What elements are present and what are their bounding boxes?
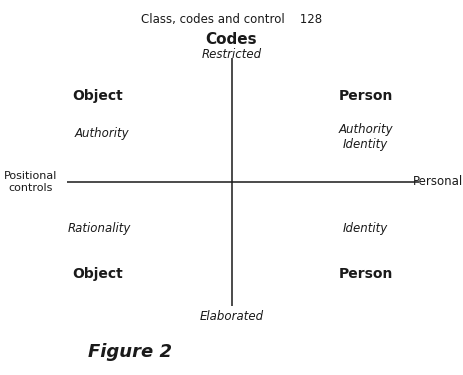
Text: Elaborated: Elaborated <box>200 310 263 323</box>
Text: Object: Object <box>72 88 123 103</box>
Text: Object: Object <box>72 267 123 281</box>
Text: Restricted: Restricted <box>201 48 262 61</box>
Text: Authority
Identity: Authority Identity <box>338 123 393 151</box>
Text: Authority: Authority <box>75 127 129 140</box>
Text: Identity: Identity <box>343 222 388 235</box>
Text: Rationality: Rationality <box>68 222 131 235</box>
Text: Person: Person <box>338 88 393 103</box>
Text: Person: Person <box>338 267 393 281</box>
Text: Figure 2: Figure 2 <box>88 343 172 361</box>
Text: Codes: Codes <box>206 32 257 47</box>
Text: Personal: Personal <box>413 176 463 188</box>
Text: Class, codes and control    128: Class, codes and control 128 <box>141 13 322 26</box>
Text: Positional
controls: Positional controls <box>3 171 57 193</box>
